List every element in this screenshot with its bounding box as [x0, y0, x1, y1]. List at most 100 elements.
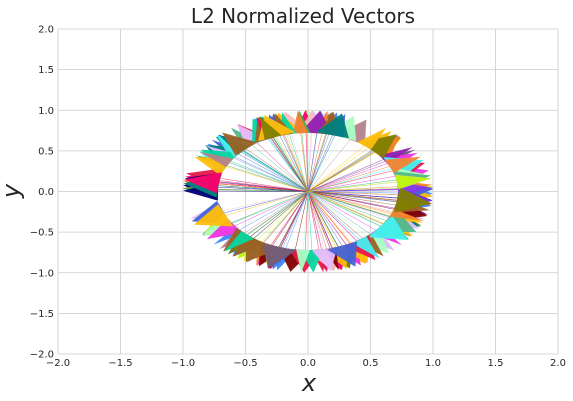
- vector-shaft: [307, 191, 398, 195]
- vector-shaft: [307, 150, 373, 192]
- vector-shaft: [238, 154, 309, 192]
- vector-shaft: [307, 168, 392, 192]
- vector-shaft: [307, 191, 367, 237]
- vector-shaft: [234, 191, 309, 227]
- vector-shaft: [307, 191, 322, 250]
- y-tick-label: 2.0: [38, 25, 54, 36]
- vector-arrowhead: [233, 233, 265, 257]
- x-tick-label: 0.5: [363, 358, 379, 369]
- vector-shaft: [247, 191, 309, 236]
- vector-shaft: [270, 138, 309, 192]
- vector-shaft: [307, 159, 384, 192]
- vector-shaft: [307, 191, 357, 241]
- vector-shaft: [307, 139, 351, 192]
- x-tick-label: −1.0: [171, 358, 195, 369]
- y-tick-label: −1.5: [30, 309, 54, 320]
- vector-shaft: [218, 182, 309, 192]
- vector-shaft: [246, 148, 309, 192]
- vector-shaft: [307, 191, 392, 214]
- vector-shaft: [276, 136, 309, 192]
- vector-shaft: [307, 191, 352, 243]
- vector-shaft: [307, 176, 395, 192]
- vector-shaft: [307, 186, 398, 192]
- vector-shaft: [307, 134, 329, 192]
- vector-shaft: [279, 135, 309, 192]
- x-tick-label: 1.5: [488, 358, 504, 369]
- vector-shaft: [235, 156, 309, 192]
- vector-shaft: [233, 157, 309, 192]
- vector-shaft: [282, 191, 309, 248]
- vector-arrowhead: [222, 132, 257, 156]
- vector-arrowhead: [327, 241, 358, 267]
- x-tick-label: −1.5: [108, 358, 132, 369]
- vector-shaft: [307, 191, 363, 239]
- y-tick-label: 0.0: [38, 187, 54, 198]
- vector-shaft: [307, 133, 323, 192]
- vector-arrowhead: [259, 116, 282, 140]
- vector-shaft: [263, 191, 309, 243]
- vector-shaft: [307, 133, 317, 192]
- vector-shaft: [257, 191, 309, 241]
- y-tick-label: 1.5: [38, 65, 54, 76]
- vector-arrowhead: [394, 187, 432, 213]
- vector-shaft: [244, 191, 309, 234]
- vector-shaft: [307, 135, 336, 192]
- vector-shaft: [307, 166, 390, 192]
- vector-shaft: [279, 191, 309, 248]
- vector-shaft: [232, 191, 309, 224]
- vector-shaft: [307, 191, 313, 250]
- vector-shaft: [307, 191, 371, 235]
- vector-shaft: [307, 191, 325, 250]
- vector-arrowhead: [351, 236, 379, 259]
- vector-shaft: [307, 161, 386, 192]
- y-tick-label: −0.5: [30, 228, 54, 239]
- vector-shaft: [284, 134, 309, 192]
- vector-shaft: [220, 178, 309, 192]
- vector-shaft: [307, 191, 350, 244]
- y-tick-label: 0.5: [38, 146, 54, 157]
- chart-title: L2 Normalized Vectors: [191, 4, 415, 28]
- vector-shaft: [239, 191, 309, 230]
- x-tick-label: −0.5: [233, 358, 257, 369]
- vector-arrowhead: [199, 151, 234, 167]
- vector-shaft: [307, 179, 397, 192]
- vector-shaft: [300, 133, 309, 192]
- x-tick-label: 1.0: [425, 358, 441, 369]
- vector-shaft: [307, 191, 339, 247]
- vector-shaft: [218, 185, 309, 192]
- vector-shaft: [305, 191, 309, 250]
- vector-shaft: [256, 143, 309, 192]
- vector-shaft: [223, 191, 309, 212]
- vector-shaft: [307, 191, 396, 206]
- vector-shaft: [267, 138, 309, 192]
- vector-shaft: [307, 191, 398, 194]
- vector-shaft: [307, 134, 327, 192]
- vector-arrowhead: [311, 247, 338, 272]
- vector-arrowhead: [359, 134, 397, 159]
- vector-arrowhead: [316, 113, 349, 139]
- vector-shaft: [307, 191, 376, 231]
- vector-arrowhead: [184, 172, 222, 194]
- vector-shaft: [307, 191, 346, 245]
- vector-shaft: [305, 133, 309, 192]
- vector-shaft: [307, 191, 331, 249]
- y-axis-label: y: [0, 183, 25, 199]
- vector-shaft: [307, 191, 390, 218]
- vector-shaft: [250, 191, 309, 237]
- y-tick-label: −1.0: [30, 268, 54, 279]
- vector-shaft: [286, 134, 309, 192]
- vector-shaft: [307, 191, 398, 201]
- vector-shaft: [285, 191, 309, 249]
- tick-labels: −2.0 −1.5 −1.0 −0.5 0.0 0.5 1.0 1.5 2.0 −2.0 −1.5 −…: [30, 25, 566, 370]
- vector-arrowhead: [367, 215, 409, 241]
- vectors-layer: [183, 110, 433, 273]
- vector-arrowhead: [262, 243, 297, 269]
- vector-shaft: [307, 191, 336, 248]
- vector-shaft: [224, 191, 309, 214]
- vector-arrowhead: [296, 249, 310, 273]
- vector-shaft: [307, 135, 333, 192]
- vector-shaft: [307, 151, 374, 192]
- vector-arrowhead: [357, 128, 387, 150]
- vector-shaft: [307, 133, 312, 192]
